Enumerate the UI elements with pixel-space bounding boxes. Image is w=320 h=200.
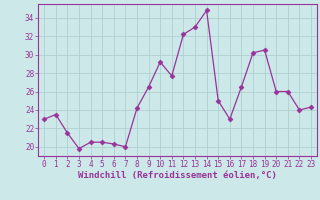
X-axis label: Windchill (Refroidissement éolien,°C): Windchill (Refroidissement éolien,°C) (78, 171, 277, 180)
